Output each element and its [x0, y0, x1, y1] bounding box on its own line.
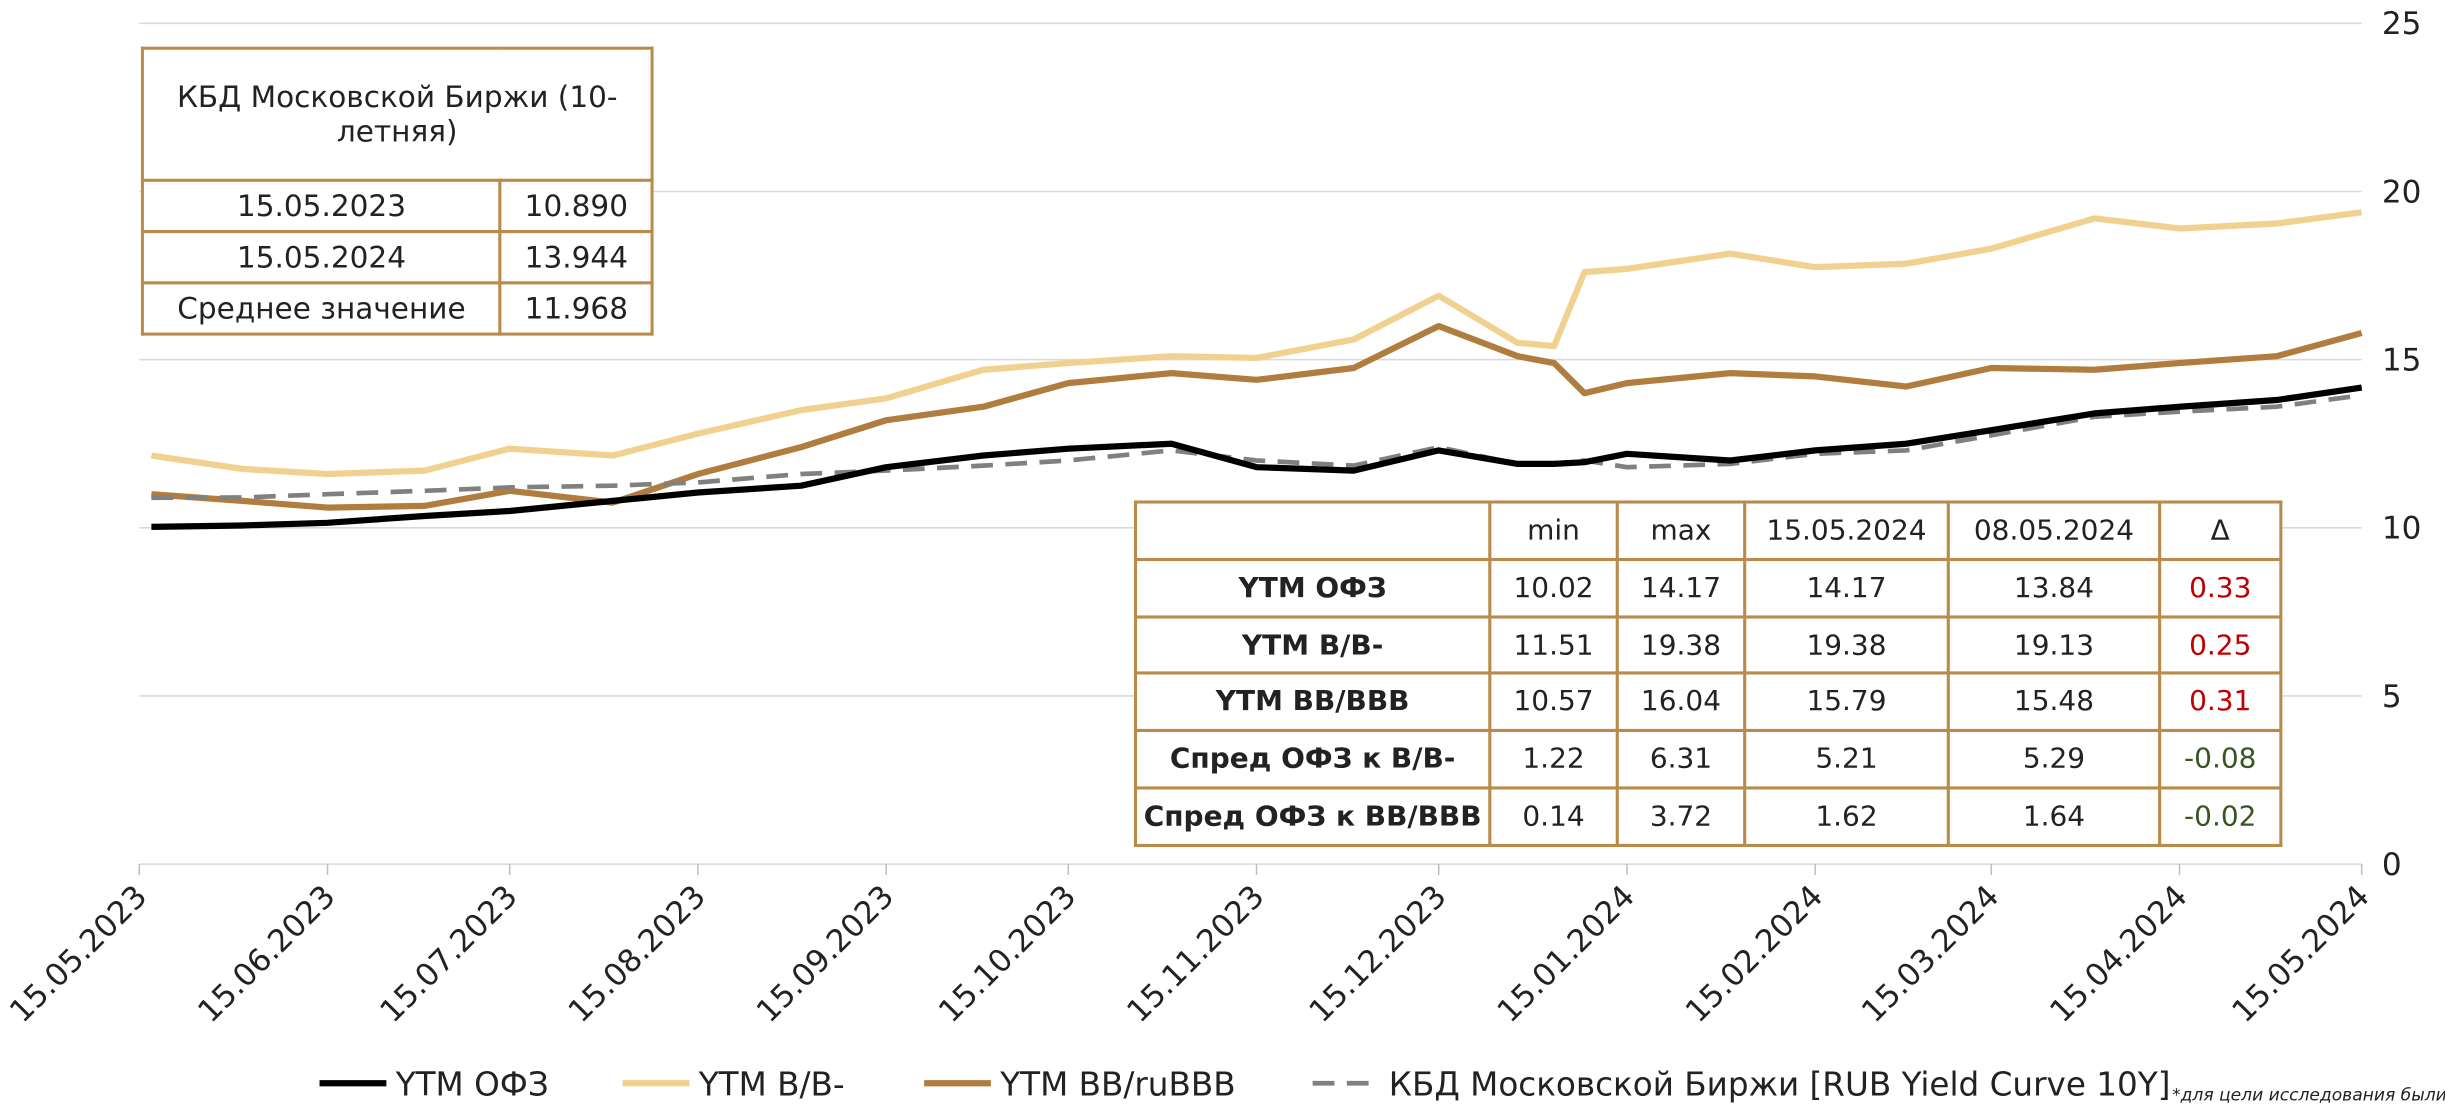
table-cell: 3.72: [1615, 786, 1747, 848]
x-tick-label: 15.11.2023: [1120, 878, 1271, 1029]
table-row: min max 15.05.2024 08.05.2024 Δ: [1133, 500, 2283, 561]
x-tick-label: 15.10.2023: [932, 878, 1083, 1029]
x-tick-label: 15.04.2024: [2043, 878, 2194, 1029]
x-tick-label: 15.02.2024: [1679, 878, 1830, 1029]
series-line: [151, 322, 2363, 511]
table-cell: 1.64: [1946, 786, 2162, 848]
x-tick-label: 15.03.2024: [1855, 878, 2006, 1029]
table-cell: 11.968: [499, 281, 654, 336]
table-cell: YTM B/B-: [1133, 614, 1492, 676]
table-header-cell: 08.05.2024: [1946, 500, 2162, 561]
table-header-cell: Δ: [2158, 500, 2283, 561]
table-row: Спред ОФЗ к BB/BBB 0.14 3.72 1.62 1.64 -0.02: [1133, 786, 2283, 848]
table-cell: 16.04: [1615, 672, 1747, 733]
table-cell: 13.84: [1946, 557, 2162, 619]
table-cell: 5.29: [1946, 729, 2162, 790]
delta-cell: 0.33: [2158, 557, 2283, 619]
table-cell: 10.57: [1488, 672, 1619, 733]
table-cell: 15.48: [1946, 672, 2162, 733]
table-cell: 13.944: [499, 230, 654, 285]
table-cell: 15.79: [1743, 672, 1950, 733]
table-header-cell: max: [1615, 500, 1747, 561]
table-cell: 10.890: [499, 178, 654, 234]
legend-label: YTM ОФЗ: [395, 1066, 549, 1104]
y-tick-label: 0: [2382, 847, 2402, 883]
table-row: YTM BB/BBB 10.57 16.04 15.79 15.48 0.31: [1133, 672, 2283, 733]
table-cell: 14.17: [1743, 557, 1950, 619]
table-corner-cell: [1133, 500, 1492, 561]
x-tick-label: 15.05.2023: [3, 878, 154, 1029]
y-tick-label: 20: [2382, 174, 2422, 210]
table-cell: 15.05.2024: [140, 230, 503, 285]
table-cell: Спред ОФЗ к BB/BBB: [1133, 786, 1492, 848]
y-tick-label: 15: [2382, 343, 2422, 379]
table-cell: 15.05.2023: [140, 178, 503, 234]
table-cell: YTM BB/BBB: [1133, 672, 1492, 733]
series-line: [151, 392, 2363, 501]
table-cell: 14.17: [1615, 557, 1747, 619]
table-cell: 1.22: [1488, 729, 1619, 790]
table-cell: YTM ОФЗ: [1133, 557, 1492, 619]
x-tick-label: 15.09.2023: [750, 878, 901, 1029]
kbd-table-grid: КБД Московской Биржи (10-летняя) 15.05.2…: [140, 46, 654, 336]
y-tick-label: 25: [2382, 6, 2422, 42]
footnote: *для цели исследования были: [2172, 1085, 2445, 1105]
kbd-table-title: КБД Московской Биржи (10-летняя): [140, 46, 654, 183]
table-cell: 1.62: [1743, 786, 1950, 848]
y-tick-label: 10: [2382, 511, 2422, 547]
table-cell: 0.14: [1488, 786, 1619, 848]
y-tick-label: 5: [2382, 679, 2402, 715]
table-cell: 19.38: [1743, 614, 1950, 676]
table-row: YTM B/B- 11.51 19.38 19.38 19.13 0.25: [1133, 614, 2283, 676]
x-tick-label: 15.08.2023: [562, 878, 713, 1029]
delta-cell: 0.25: [2158, 614, 2283, 676]
table-row: Среднее значение 11.968: [140, 281, 654, 336]
table-cell: 19.13: [1946, 614, 2162, 676]
table-row: 15.05.2024 13.944: [140, 230, 654, 285]
table-row: YTM ОФЗ 10.02 14.17 14.17 13.84 0.33: [1133, 557, 2283, 619]
legend-label: КБД Московской Биржи [RUB Yield Curve 10…: [1389, 1066, 2171, 1104]
series-line: [150, 209, 2363, 478]
kbd-table: КБД Московской Биржи (10-летняя) 15.05.2…: [140, 46, 654, 336]
table-header-cell: min: [1488, 500, 1619, 561]
series-line: [151, 384, 2363, 530]
delta-cell: -0.02: [2158, 786, 2283, 848]
x-tick-label: 15.12.2023: [1302, 878, 1453, 1029]
table-cell: 6.31: [1615, 729, 1747, 790]
x-tick-label: 15.06.2023: [191, 878, 342, 1029]
delta-cell: 0.31: [2158, 672, 2283, 733]
legend-label: YTM B/B-: [698, 1066, 845, 1104]
table-cell: 10.02: [1488, 557, 1619, 619]
table-header-cell: 15.05.2024: [1743, 500, 1950, 561]
summary-table-grid: min max 15.05.2024 08.05.2024 Δ YTM ОФЗ 10.02 1…: [1133, 500, 2283, 848]
table-cell: 19.38: [1615, 614, 1747, 676]
table-cell: 11.51: [1488, 614, 1619, 676]
x-tick-label: 15.07.2023: [373, 878, 524, 1029]
table-cell: 5.21: [1743, 729, 1950, 790]
table-row: Спред ОФЗ к B/B- 1.22 6.31 5.21 5.29 -0.08: [1133, 729, 2283, 790]
x-tick-label: 15.05.2024: [2225, 878, 2376, 1029]
table-row: 15.05.2023 10.890: [140, 178, 654, 234]
x-tick-label: 15.01.2024: [1491, 878, 1642, 1029]
legend-label: YTM BB/ruBBB: [999, 1066, 1235, 1104]
table-cell: Среднее значение: [140, 281, 503, 336]
delta-cell: -0.08: [2158, 729, 2283, 790]
table-cell: Спред ОФЗ к B/B-: [1133, 729, 1492, 790]
